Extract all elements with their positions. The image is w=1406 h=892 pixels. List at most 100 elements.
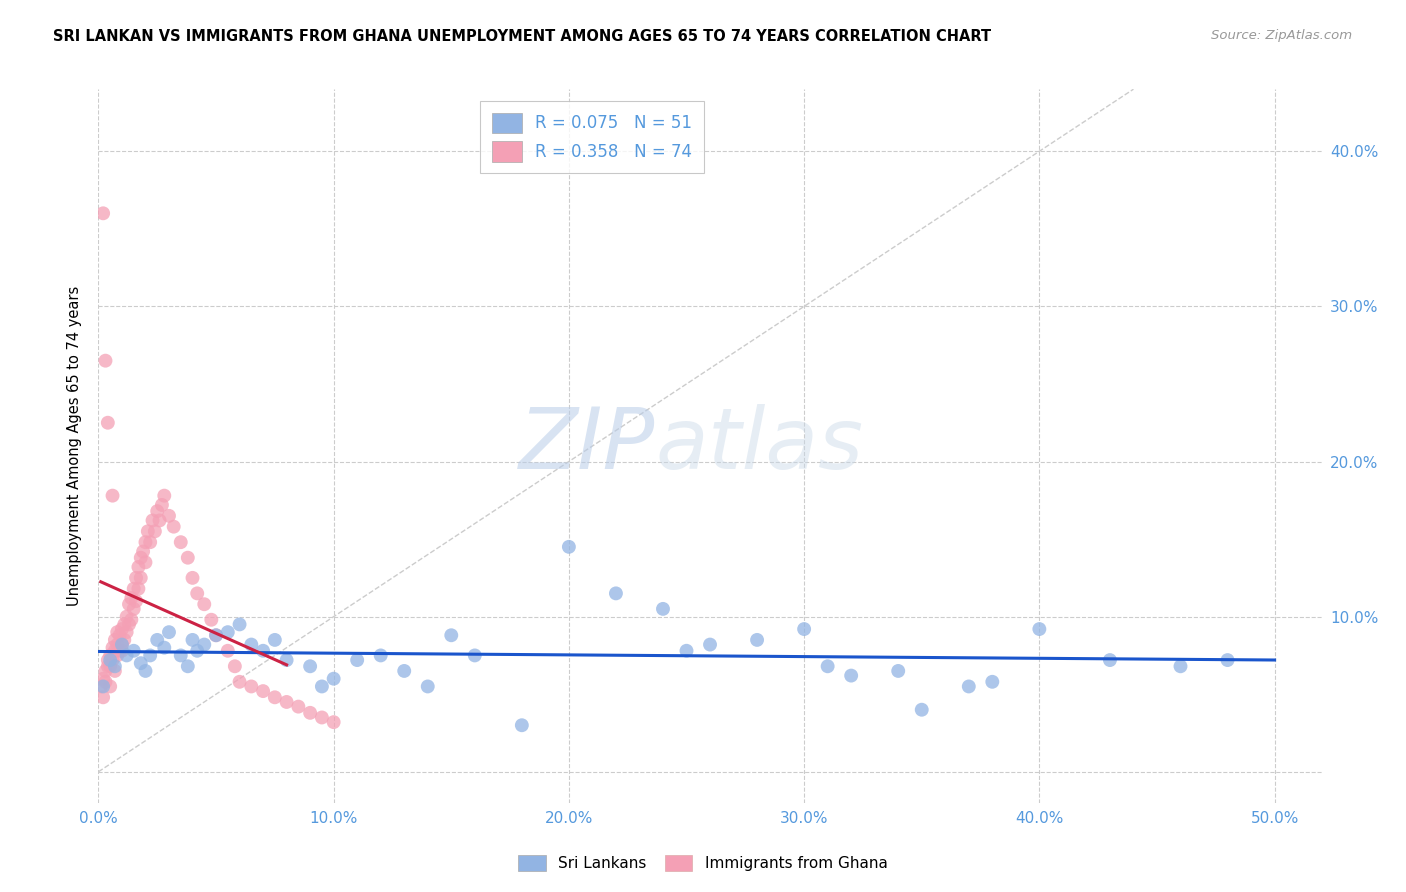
Point bbox=[205, 628, 228, 642]
Point bbox=[150, 498, 173, 512]
Point bbox=[97, 659, 120, 673]
Point bbox=[146, 632, 169, 647]
Point bbox=[111, 638, 134, 652]
Point bbox=[263, 690, 285, 705]
Point bbox=[127, 582, 149, 596]
Point bbox=[252, 684, 274, 698]
Point bbox=[105, 638, 128, 652]
Point bbox=[105, 648, 128, 663]
Point bbox=[322, 672, 344, 686]
Point bbox=[440, 628, 463, 642]
Point bbox=[217, 644, 239, 658]
Point bbox=[1216, 653, 1239, 667]
Point bbox=[287, 699, 309, 714]
Point bbox=[98, 680, 121, 694]
Point bbox=[217, 625, 239, 640]
Point bbox=[125, 594, 148, 608]
Point bbox=[112, 617, 135, 632]
Point bbox=[416, 680, 439, 694]
Point bbox=[104, 644, 127, 658]
Point bbox=[111, 622, 134, 636]
Point bbox=[240, 680, 263, 694]
Point bbox=[228, 674, 250, 689]
Point bbox=[276, 695, 298, 709]
Text: Source: ZipAtlas.com: Source: ZipAtlas.com bbox=[1212, 29, 1353, 43]
Point bbox=[177, 550, 200, 565]
Point bbox=[252, 644, 274, 658]
Point bbox=[157, 508, 180, 523]
Point bbox=[134, 555, 156, 569]
Point bbox=[111, 638, 134, 652]
Point bbox=[122, 644, 145, 658]
Point bbox=[98, 659, 121, 673]
Point bbox=[200, 613, 222, 627]
Point bbox=[981, 674, 1004, 689]
Point bbox=[146, 504, 169, 518]
Point bbox=[177, 659, 200, 673]
Point bbox=[157, 625, 180, 640]
Point bbox=[122, 582, 145, 596]
Point bbox=[120, 591, 142, 605]
Point bbox=[115, 625, 138, 640]
Point bbox=[90, 680, 112, 694]
Point bbox=[181, 632, 204, 647]
Legend: Sri Lankans, Immigrants from Ghana: Sri Lankans, Immigrants from Ghana bbox=[512, 849, 894, 877]
Point bbox=[299, 659, 322, 673]
Point bbox=[104, 659, 127, 673]
Point bbox=[605, 586, 627, 600]
Point bbox=[108, 628, 131, 642]
Point bbox=[322, 715, 344, 730]
Point bbox=[510, 718, 533, 732]
Point bbox=[108, 644, 131, 658]
Point bbox=[193, 638, 215, 652]
Y-axis label: Unemployment Among Ages 65 to 74 years: Unemployment Among Ages 65 to 74 years bbox=[67, 285, 83, 607]
Text: atlas: atlas bbox=[655, 404, 863, 488]
Point bbox=[163, 519, 186, 533]
Point bbox=[311, 680, 333, 694]
Point bbox=[101, 653, 124, 667]
Point bbox=[112, 632, 135, 647]
Point bbox=[104, 632, 127, 647]
Point bbox=[134, 664, 156, 678]
Point bbox=[143, 524, 166, 539]
Point bbox=[887, 664, 910, 678]
Point bbox=[745, 632, 768, 647]
Point bbox=[94, 353, 117, 368]
Point bbox=[97, 653, 120, 667]
Point bbox=[105, 625, 128, 640]
Point bbox=[134, 535, 156, 549]
Point bbox=[101, 640, 124, 655]
Point bbox=[224, 659, 246, 673]
Point bbox=[170, 648, 193, 663]
Point bbox=[311, 710, 333, 724]
Point bbox=[129, 550, 152, 565]
Point bbox=[125, 571, 148, 585]
Point bbox=[205, 628, 228, 642]
Point bbox=[104, 664, 127, 678]
Point bbox=[98, 653, 121, 667]
Point bbox=[957, 680, 980, 694]
Point bbox=[240, 638, 263, 652]
Point bbox=[132, 544, 155, 558]
Point bbox=[675, 644, 697, 658]
Text: ZIP: ZIP bbox=[519, 404, 655, 488]
Point bbox=[370, 648, 392, 663]
Point bbox=[276, 653, 298, 667]
Point bbox=[652, 602, 675, 616]
Point bbox=[793, 622, 815, 636]
Point bbox=[153, 489, 176, 503]
Point bbox=[136, 524, 159, 539]
Point bbox=[127, 560, 149, 574]
Point bbox=[97, 416, 120, 430]
Point bbox=[118, 597, 141, 611]
Point bbox=[118, 617, 141, 632]
Point bbox=[699, 638, 721, 652]
Point bbox=[1098, 653, 1121, 667]
Point bbox=[91, 672, 114, 686]
Point bbox=[346, 653, 368, 667]
Point bbox=[94, 664, 117, 678]
Point bbox=[111, 644, 134, 658]
Point bbox=[911, 703, 934, 717]
Point bbox=[139, 535, 162, 549]
Text: SRI LANKAN VS IMMIGRANTS FROM GHANA UNEMPLOYMENT AMONG AGES 65 TO 74 YEARS CORRE: SRI LANKAN VS IMMIGRANTS FROM GHANA UNEM… bbox=[53, 29, 991, 45]
